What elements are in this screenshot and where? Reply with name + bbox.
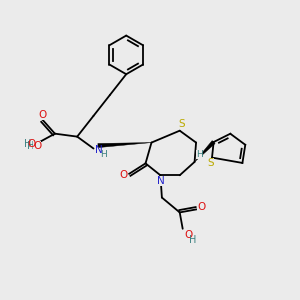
Text: H: H — [27, 140, 35, 151]
Text: O: O — [184, 230, 192, 240]
Text: H: H — [24, 139, 31, 149]
Text: H: H — [196, 150, 202, 159]
Polygon shape — [98, 142, 152, 148]
Text: O: O — [33, 140, 41, 151]
Text: O: O — [120, 170, 128, 180]
Text: H: H — [189, 235, 197, 245]
Polygon shape — [195, 141, 215, 162]
Text: O: O — [39, 110, 47, 120]
Text: O: O — [27, 139, 36, 149]
Text: H: H — [100, 150, 107, 159]
Text: O: O — [197, 202, 206, 212]
Text: S: S — [178, 119, 184, 129]
Text: S: S — [207, 158, 214, 168]
Text: N: N — [157, 176, 164, 186]
Text: N: N — [95, 145, 103, 155]
